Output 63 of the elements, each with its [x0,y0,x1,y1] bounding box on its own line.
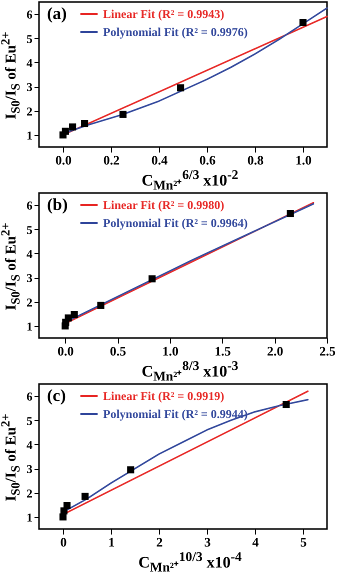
y-tick-label: 6 [26,390,32,404]
point [81,120,88,128]
legend-label: Linear Fit (R² = 0.9919) [103,389,224,403]
point [82,492,89,500]
y-tick-label: 4 [26,438,32,452]
x-tick-label: 3 [204,534,212,550]
x-tick-label: 0.2 [103,152,120,168]
y-tick-label: 3 [26,271,32,286]
point [148,275,156,282]
y-tick-label: 3 [26,80,32,94]
point [127,466,134,474]
y-tick-label: 6 [26,8,32,22]
point [69,123,76,130]
point [119,110,127,118]
y-tick-label: 2 [26,486,32,500]
y-tick-label: 5 [26,222,32,237]
chart-title: (b) [47,195,68,214]
y-tick-label: 6 [26,198,32,213]
y-tick-label: 1 [26,128,32,142]
y-tick-label: 1 [26,510,32,524]
chart-title: (a) [47,4,67,23]
x-tick-label: 4 [252,534,260,550]
legend-label: Linear Fit (R² = 0.9943) [103,7,224,21]
x-tick-label: 2.5 [319,344,336,358]
y-tick-label: 2 [26,295,32,310]
legend-label: Linear Fit (R² = 0.9980) [103,198,224,212]
point [282,401,290,408]
y-tick-label: 2 [26,104,32,118]
x-tick-label: 0.0 [55,152,72,168]
x-tick-label: 1.5 [214,344,232,358]
y-tick-label: 5 [26,32,32,46]
x-axis-title: C$_{Mn²⁺}$$^{10/3}$ x10$^{-4}$ [137,549,243,574]
x-tick-label: 2.0 [267,344,284,358]
point [299,19,307,26]
x-tick-label: 0 [60,534,67,550]
x-tick-label: 5 [300,534,308,550]
point [63,502,71,510]
y-tick-label: 4 [26,56,32,70]
x-tick-label: 2 [156,534,163,550]
point [177,84,184,92]
chart-title: (c) [47,386,66,405]
x-tick-label: 0.5 [110,344,127,358]
x-tick-label: 0.6 [199,152,216,168]
y-tick-label: 4 [26,246,32,261]
x-axis-title: C$_{Mn²⁺}$$^{6/3}$ x10$^{-2}$ [140,167,240,194]
x-tick-label: 1.0 [162,344,179,358]
x-tick-label: 1.0 [295,152,312,168]
point [64,314,72,322]
point [286,210,294,218]
legend-label: Polynomial Fit (R² = 0.9964) [103,216,248,230]
point [62,128,69,135]
y-tick-label: 1 [26,319,32,334]
legend-label: Polynomial Fit (R² = 0.9944) [103,407,248,421]
y-tick-label: 3 [26,462,32,476]
x-tick-label: 0.0 [58,344,74,358]
x-axis-title: C$_{Mn²⁺}$$^{8/3}$ x10$^{-3}$ [140,358,240,385]
point [70,311,78,318]
point [97,302,104,309]
y-tick-label: 5 [26,414,32,428]
legend-label: Polynomial Fit (R² = 0.9976) [103,25,248,39]
x-tick-label: 1 [108,534,115,550]
x-tick-label: 0.8 [247,152,264,168]
x-tick-label: 0.4 [151,152,168,168]
